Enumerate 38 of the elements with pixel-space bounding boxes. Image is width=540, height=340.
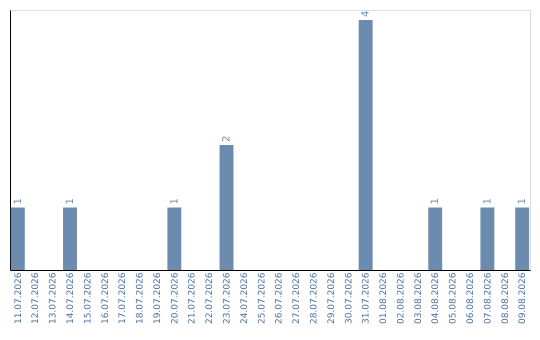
x-tick-label: 16.07.2026 [100, 272, 111, 324]
x-tick-label: 15.07.2026 [83, 272, 94, 324]
data-label: 2 [222, 136, 233, 142]
x-tick-label: 27.07.2026 [292, 272, 302, 324]
data-label: 1 [12, 198, 24, 204]
data-label: 4 [360, 10, 372, 17]
x-tick-label: 04.08.2026 [431, 272, 442, 324]
x-tick-label: 14.07.2026 [66, 272, 76, 324]
x-tick-label: 19.07.2026 [152, 272, 163, 324]
data-label: 1 [517, 198, 528, 204]
x-tick-label: 31.07.2026 [362, 272, 372, 324]
x-tick-label: 21.07.2026 [188, 272, 198, 324]
x-tick-label: 07.08.2026 [483, 272, 494, 324]
data-label: 1 [430, 198, 442, 204]
x-tick-label: 20.07.2026 [170, 272, 180, 324]
x-tick-label: 02.08.2026 [396, 272, 406, 324]
x-tick-label: 29.07.2026 [326, 272, 337, 324]
data-label: 1 [482, 198, 494, 204]
x-tick-label: 18.07.2026 [136, 272, 146, 324]
x-tick-label: 12.07.2026 [31, 272, 42, 324]
x-tick-label: 28.07.2026 [309, 272, 320, 324]
x-tick-label: 01.08.2026 [379, 272, 390, 324]
x-tick-label: 30.07.2026 [344, 272, 354, 324]
x-tick-label: 09.08.2026 [518, 272, 528, 324]
x-tick-label: 24.07.2026 [240, 272, 250, 324]
x-tick-label: 25.07.2026 [257, 272, 268, 324]
x-tick-label: 22.07.2026 [205, 272, 216, 324]
data-label: 1 [65, 198, 76, 204]
x-tick-label: 08.08.2026 [500, 272, 511, 324]
x-tick-label: 17.07.2026 [118, 272, 128, 324]
x-tick-label: 23.07.2026 [222, 272, 233, 324]
x-tick-label: 05.08.2026 [448, 272, 459, 324]
x-tick-label: 13.07.2026 [48, 272, 59, 324]
x-tick-label: 03.08.2026 [414, 272, 424, 324]
x-tick-label: 26.07.2026 [274, 272, 285, 324]
x-tick-label: 06.08.2026 [466, 272, 476, 324]
x-tick-label: 11.07.2026 [14, 272, 24, 324]
data-label: 1 [169, 198, 180, 204]
